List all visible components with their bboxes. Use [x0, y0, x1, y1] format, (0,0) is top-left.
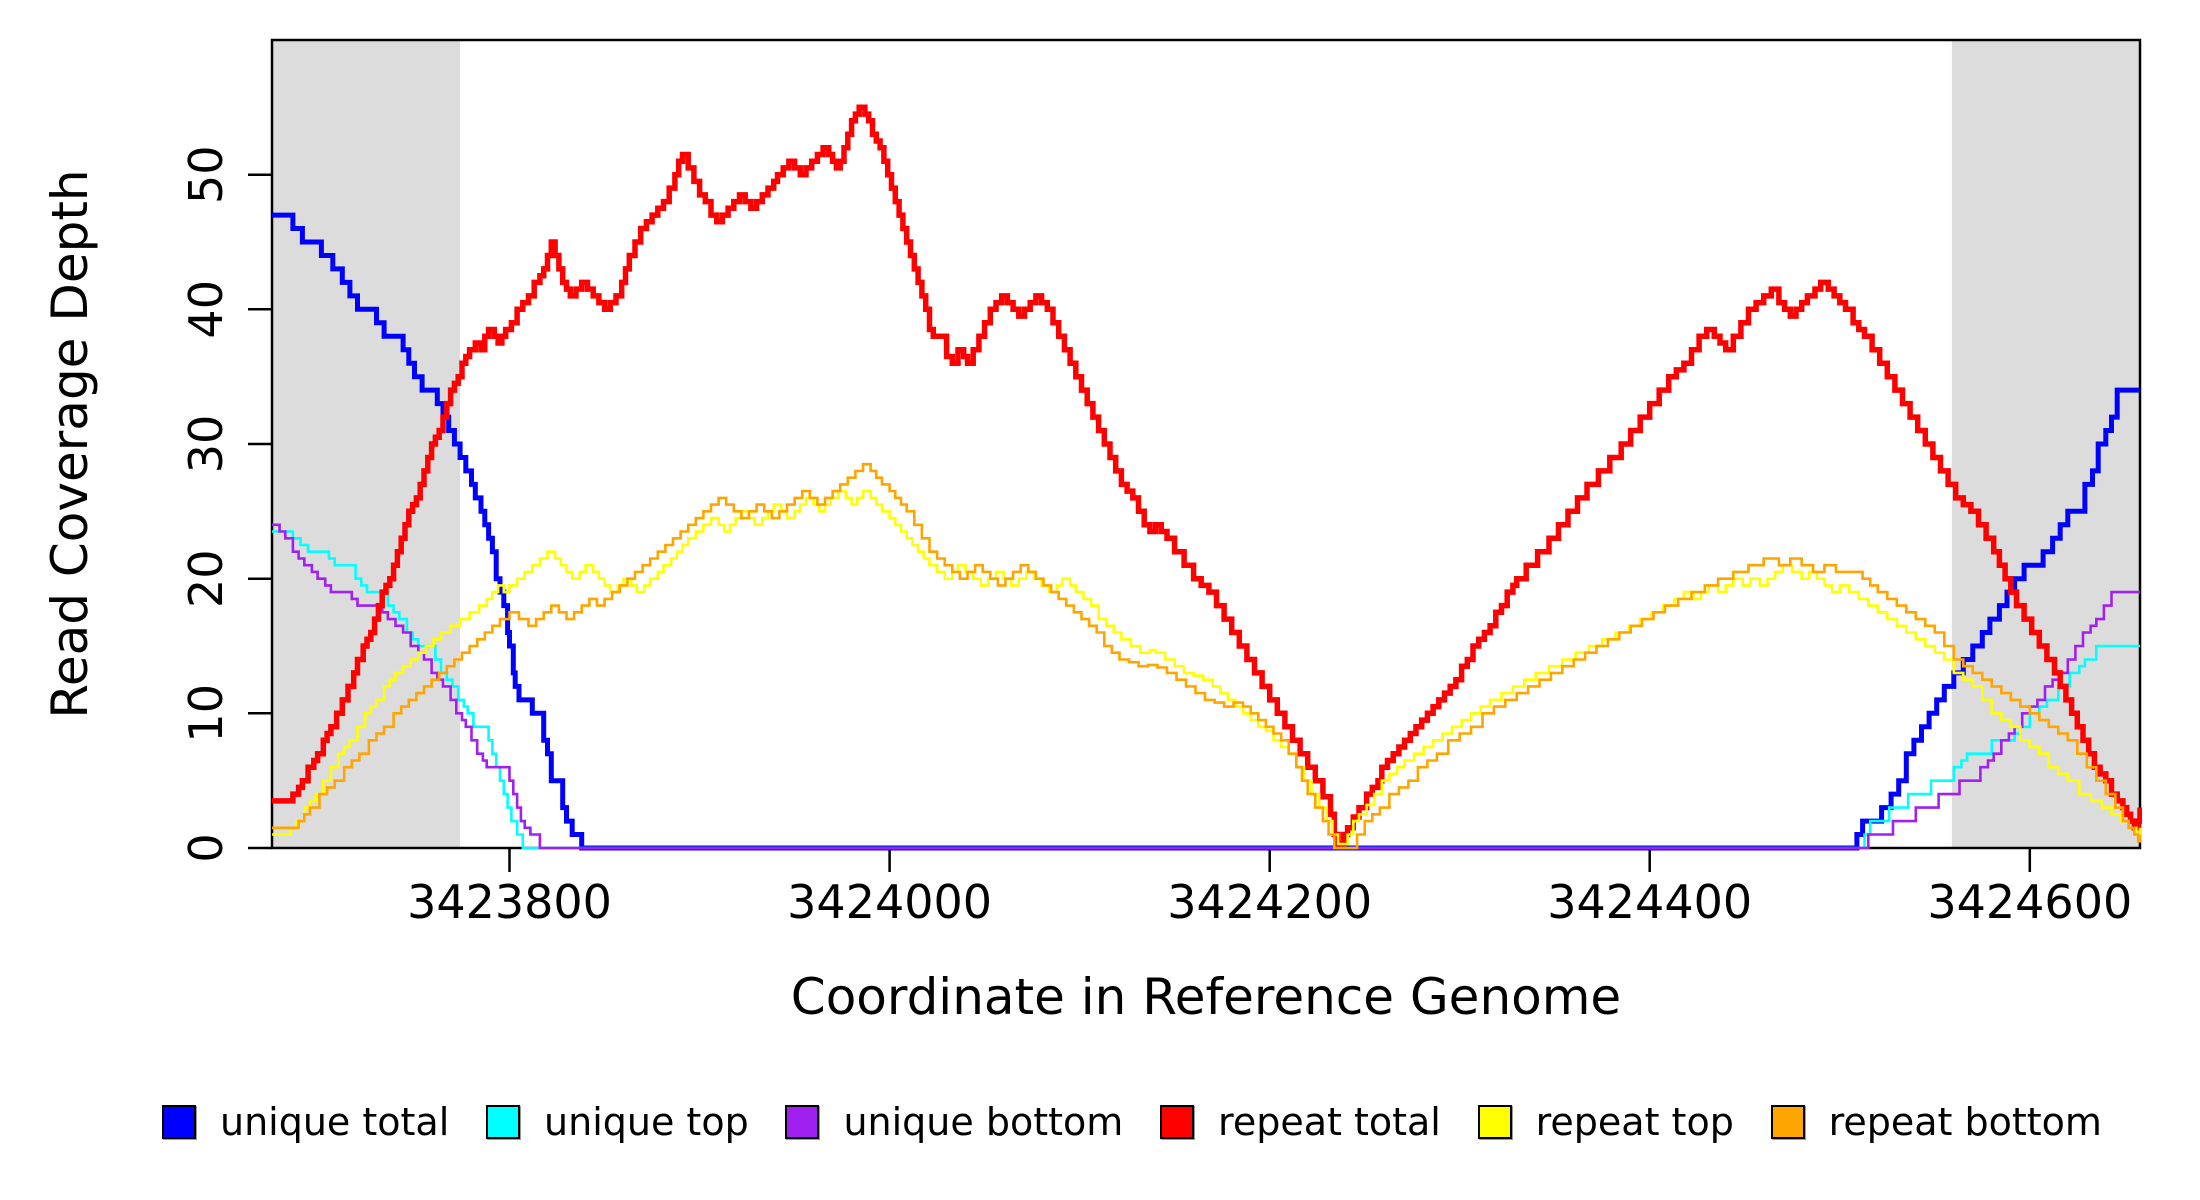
- x-axis-title: Coordinate in Reference Genome: [790, 968, 1622, 1026]
- x-tick-label: 3424200: [1167, 875, 1372, 929]
- x-tick-label: 3424400: [1547, 875, 1752, 929]
- series-line-repeat-top: [272, 489, 2142, 846]
- y-axis-title: Read Coverage Depth: [41, 169, 99, 719]
- x-tick-label: 3424000: [787, 875, 992, 929]
- repeat-bottom-swatch-icon: [1770, 1105, 1805, 1139]
- y-tick-label: 20: [179, 549, 233, 608]
- series-line-unique-bottom: [272, 523, 2140, 850]
- x-tick-label: 3423800: [407, 875, 612, 929]
- legend-label-repeat-top: repeat top: [1535, 1100, 1734, 1144]
- y-tick-label: 50: [179, 145, 233, 204]
- series-line-repeat-total: [272, 104, 2142, 847]
- legend: unique total unique top unique bottom repea…: [162, 1094, 2102, 1150]
- legend-label-repeat-total: repeat total: [1218, 1100, 1441, 1144]
- legend-item-repeat-top: repeat top: [1477, 1100, 1734, 1144]
- legend-label-unique-total: unique total: [220, 1100, 450, 1144]
- unique-bottom-swatch-icon: [785, 1105, 820, 1139]
- plot-border: [270, 38, 2142, 850]
- unique-total-swatch-icon: [162, 1105, 196, 1139]
- repeat-top-swatch-icon: [1477, 1105, 1512, 1139]
- legend-label-unique-top: unique top: [544, 1100, 749, 1144]
- y-tick-label: 30: [179, 415, 233, 474]
- y-tick-label: 0: [179, 833, 233, 862]
- legend-item-unique-top: unique top: [486, 1100, 749, 1144]
- series-line-unique-total: [272, 212, 2140, 851]
- repeat-total-swatch-icon: [1160, 1105, 1195, 1139]
- legend-item-repeat-bottom: repeat bottom: [1770, 1100, 2102, 1144]
- unique-top-swatch-icon: [486, 1105, 521, 1139]
- legend-label-unique-bottom: unique bottom: [843, 1100, 1124, 1144]
- legend-item-repeat-total: repeat total: [1160, 1100, 1441, 1144]
- shaded-region: [1951, 40, 2140, 848]
- legend-item-unique-bottom: unique bottom: [785, 1100, 1123, 1144]
- y-tick-label: 40: [179, 280, 233, 339]
- series-line-unique-top: [272, 530, 2140, 850]
- y-tick-label: 10: [179, 684, 233, 743]
- legend-item-unique-total: unique total: [162, 1100, 449, 1144]
- x-tick-label: 3424600: [1927, 875, 2132, 929]
- series-line-repeat-bottom: [272, 462, 2142, 850]
- legend-label-repeat-bottom: repeat bottom: [1828, 1100, 2102, 1144]
